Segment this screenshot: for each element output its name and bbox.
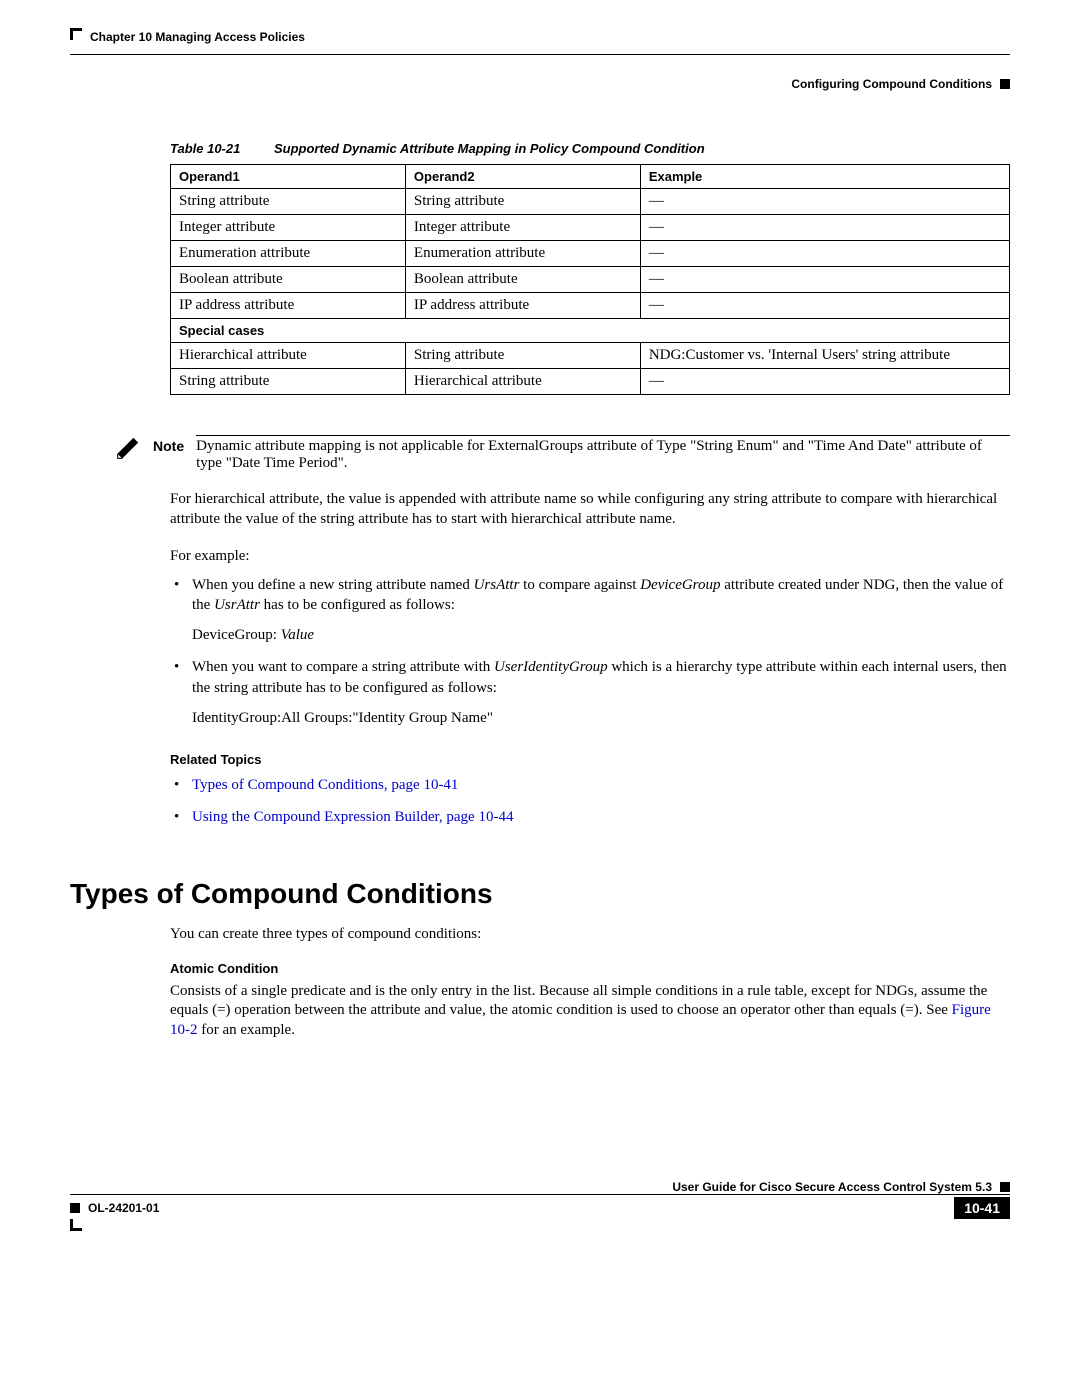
related-topics-heading: Related Topics [170,752,1010,767]
crop-mark [70,1219,73,1231]
note-label: Note [153,438,184,454]
page-header: Chapter 10 Managing Access Policies [70,30,1010,44]
marker-icon [1000,1182,1010,1192]
pencil-icon [115,435,141,467]
paragraph: For hierarchical attribute, the value is… [170,490,1010,529]
th-operand1: Operand1 [171,165,406,189]
note-block: Note Dynamic attribute mapping is not ap… [115,435,1010,472]
page-footer: User Guide for Cisco Secure Access Contr… [70,1180,1010,1219]
table-row: Hierarchical attribute String attribute … [171,343,1010,369]
header-section-wrap: Configuring Compound Conditions [791,77,1010,91]
link-expression-builder[interactable]: Using the Compound Expression Builder, p… [192,809,513,825]
bullet-list: When you define a new string attribute n… [170,575,1010,729]
page-number: 10-41 [954,1197,1010,1219]
header-section: Configuring Compound Conditions [791,77,992,91]
table-row: String attribute String attribute — [171,189,1010,215]
footer-doc-wrap: OL-24201-01 [70,1201,159,1215]
attribute-table: Operand1 Operand2 Example String attribu… [170,164,1010,395]
note-text: Dynamic attribute mapping is not applica… [196,435,1010,472]
page-header-row2: Configuring Compound Conditions [70,57,1010,91]
list-item: Types of Compound Conditions, page 10-41 [192,775,1010,795]
paragraph: For example: [170,547,1010,567]
list-item: When you define a new string attribute n… [192,575,1010,646]
table-row-special: Special cases [171,319,1010,343]
table-caption: Table 10-21 Supported Dynamic Attribute … [170,141,1010,156]
section-heading: Types of Compound Conditions [70,878,1010,910]
link-types-compound[interactable]: Types of Compound Conditions, page 10-41 [192,777,458,793]
sub-line: DeviceGroup: Value [192,625,1010,645]
related-list: Types of Compound Conditions, page 10-41… [170,775,1010,828]
table-number: Table 10-21 [170,141,240,156]
table-row: IP address attribute IP address attribut… [171,293,1010,319]
list-item: When you want to compare a string attrib… [192,657,1010,728]
footer-guide: User Guide for Cisco Secure Access Contr… [672,1180,992,1194]
header-chapter: Chapter 10 Managing Access Policies [70,30,305,44]
table-title: Supported Dynamic Attribute Mapping in P… [274,141,705,156]
crop-mark [70,28,73,40]
sub-line: IdentityGroup:All Groups:"Identity Group… [192,708,1010,728]
marker-icon [1000,79,1010,89]
paragraph: You can create three types of compound c… [170,926,1010,943]
marker-icon [70,1203,80,1213]
th-operand2: Operand2 [405,165,640,189]
header-rule [70,54,1010,55]
th-example: Example [640,165,1009,189]
paragraph: Consists of a single predicate and is th… [170,982,1010,1041]
table-row: Integer attribute Integer attribute — [171,215,1010,241]
footer-doc: OL-24201-01 [88,1201,159,1215]
sub-heading: Atomic Condition [170,961,1010,976]
table-row: Enumeration attribute Enumeration attrib… [171,241,1010,267]
list-item: Using the Compound Expression Builder, p… [192,807,1010,827]
table-row: String attribute Hierarchical attribute … [171,369,1010,395]
table-row: Boolean attribute Boolean attribute — [171,267,1010,293]
